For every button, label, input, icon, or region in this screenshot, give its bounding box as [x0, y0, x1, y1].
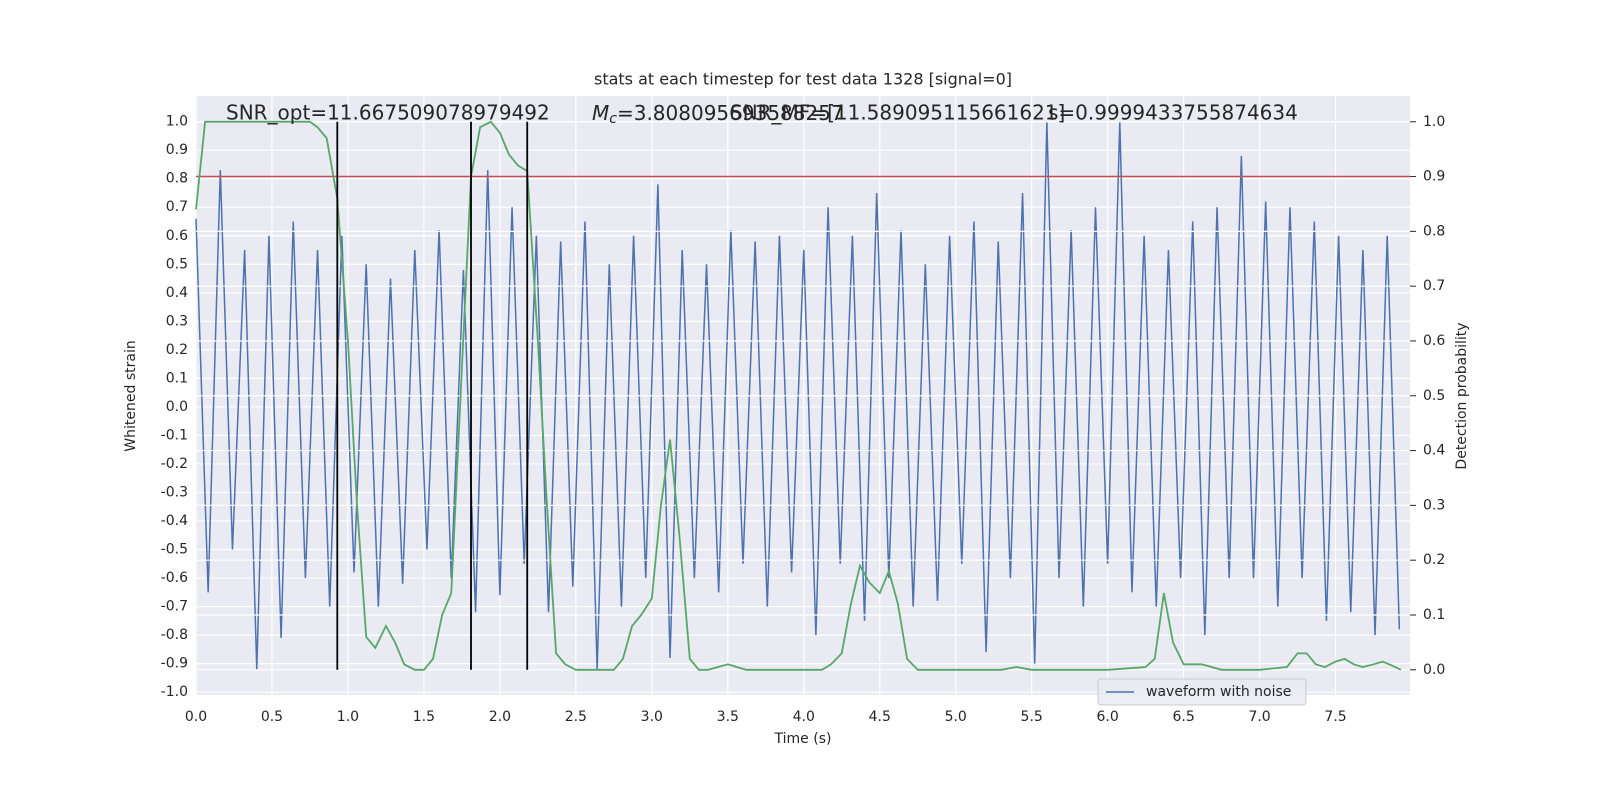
- y2-tick-label: 0.7: [1423, 278, 1445, 294]
- x-tick-label: 5.0: [945, 709, 967, 725]
- y2-axis-label: Detection probability: [1454, 322, 1470, 469]
- y-tick-label: 0.0: [166, 399, 188, 415]
- y-axis-label: Whitened strain: [123, 340, 139, 451]
- y-tick-label: -0.9: [161, 656, 188, 672]
- y-tick-label: -0.3: [161, 484, 188, 500]
- y-tick-label: 0.2: [166, 342, 188, 358]
- over-layer: [195, 120, 1410, 671]
- annotation-text: =3.808095693588257: [617, 101, 844, 125]
- x-tick-label: 1.5: [413, 709, 435, 725]
- y2-tick-label: 1.0: [1423, 114, 1445, 130]
- y-tick-label: -0.8: [161, 627, 188, 643]
- y-tick-label: 0.5: [166, 256, 188, 272]
- x-tick-label: 4.5: [869, 709, 891, 725]
- x-tick-label: 6.5: [1172, 709, 1194, 725]
- x-tick-label: 6.0: [1097, 709, 1119, 725]
- y2-tick-label: 0.3: [1423, 497, 1445, 513]
- legend-box: [1097, 678, 1307, 706]
- y-tick-label: 0.7: [166, 199, 188, 215]
- annotation: SNR_opt=11.667509078979492: [226, 101, 550, 125]
- y-tick-label: 0.3: [166, 313, 188, 329]
- x-tick-label: 2.0: [489, 709, 511, 725]
- y-tick-label: -0.4: [161, 513, 188, 529]
- x-tick-label: 2.5: [565, 709, 587, 725]
- y2-tick-label: 0.0: [1423, 662, 1445, 678]
- annotation-subscript: c: [609, 111, 617, 127]
- x-tick-label: 0.5: [261, 709, 283, 725]
- y2-tick-label: 0.8: [1423, 223, 1445, 239]
- x-tick-label: 5.5: [1021, 709, 1043, 725]
- x-tick-label: 0.0: [185, 709, 207, 725]
- x-tick-label: 3.5: [717, 709, 739, 725]
- x-tick-label: 4.0: [793, 709, 815, 725]
- y-tick-label: 0.8: [166, 171, 188, 187]
- annotation-symbol: M: [592, 101, 609, 125]
- annotation: SNR_MF=[11.589095115661621]: [730, 101, 1065, 125]
- y-tick-label: -0.6: [161, 570, 188, 586]
- y2-tick-label: 0.5: [1423, 388, 1445, 404]
- y2-tick-label: 0.1: [1423, 607, 1445, 623]
- y-tick-label: 0.6: [166, 228, 188, 244]
- annotation: s=0.9999433755874634: [1048, 101, 1298, 125]
- y-tick-label: -0.1: [161, 427, 188, 443]
- x-tick-label: 3.0: [641, 709, 663, 725]
- y2-tick-label: 0.6: [1423, 333, 1445, 349]
- y-tick-label: -0.5: [161, 542, 188, 558]
- y-tick-label: -1.0: [161, 684, 188, 700]
- y2-tick-label: 0.2: [1423, 552, 1445, 568]
- probability-line: [195, 120, 1402, 671]
- y2-tick-label: 0.9: [1423, 169, 1445, 185]
- x-tick-label: 1.0: [337, 709, 359, 725]
- legend-label: waveform with noise: [1146, 684, 1291, 700]
- y-tick-label: -0.2: [161, 456, 188, 472]
- x-tick-label: 7.0: [1248, 709, 1270, 725]
- chart-title: stats at each timestep for test data 132…: [594, 70, 1012, 89]
- y-tick-label: 0.1: [166, 370, 188, 386]
- y-tick-label: 0.9: [166, 142, 188, 158]
- y-tick-label: -0.7: [161, 599, 188, 615]
- waveform-line: [195, 121, 1401, 670]
- y2-tick-label: 0.4: [1423, 443, 1445, 459]
- y-tick-label: 0.4: [166, 285, 188, 301]
- y-tick-label: 1.0: [166, 114, 188, 130]
- annotation: Mc=3.808095693588257: [592, 101, 844, 128]
- x-axis-label: Time (s): [774, 731, 832, 747]
- x-tick-label: 7.5: [1324, 709, 1346, 725]
- legend: waveform with noise: [1097, 678, 1307, 706]
